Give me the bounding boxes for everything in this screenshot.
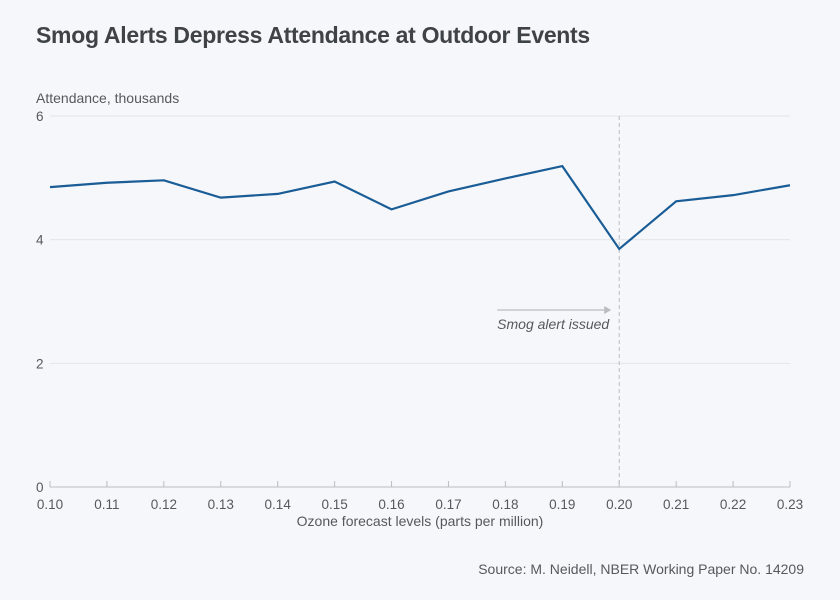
x-axis-title: Ozone forecast levels (parts per million…: [297, 513, 544, 529]
x-tick-label: 0.16: [378, 497, 404, 512]
x-tick-label: 0.11: [94, 497, 119, 512]
annotation: Smog alert issued: [497, 116, 620, 487]
arrow-head-icon: [604, 306, 612, 314]
x-tick-label: 0.10: [37, 497, 63, 512]
source-note: Source: M. Neidell, NBER Working Paper N…: [478, 561, 804, 577]
x-tick-label: 0.21: [663, 497, 689, 512]
x-tick-label: 0.17: [435, 497, 461, 512]
x-tick-label: 0.13: [208, 497, 234, 512]
y-tick-label: 6: [36, 109, 44, 124]
x-tick-label: 0.23: [777, 497, 803, 512]
x-tick-label: 0.18: [492, 497, 518, 512]
gridlines: 0 2 4 6: [36, 109, 790, 495]
chart-title: Smog Alerts Depress Attendance at Outdoo…: [36, 22, 590, 48]
x-tick-label: 0.15: [321, 497, 347, 512]
x-tick-label: 0.20: [606, 497, 632, 512]
series-line: [49, 164, 791, 251]
y-tick-label: 2: [36, 356, 44, 371]
x-axis: 0.10 0.11 0.12 0.13 0.14 0.15 0.16 0.17 0.18 0.19…: [37, 481, 803, 512]
annotation-label: Smog alert issued: [497, 316, 610, 332]
y-axis-label: Attendance, thousands: [36, 90, 180, 106]
x-tick-label: 0.14: [265, 497, 292, 512]
series-layer: [49, 164, 791, 251]
y-tick-label: 0: [36, 480, 44, 495]
x-tick-label: 0.12: [151, 497, 177, 512]
x-tick-label: 0.19: [549, 497, 575, 512]
y-tick-label: 4: [36, 233, 44, 248]
x-tick-label: 0.22: [720, 497, 746, 512]
